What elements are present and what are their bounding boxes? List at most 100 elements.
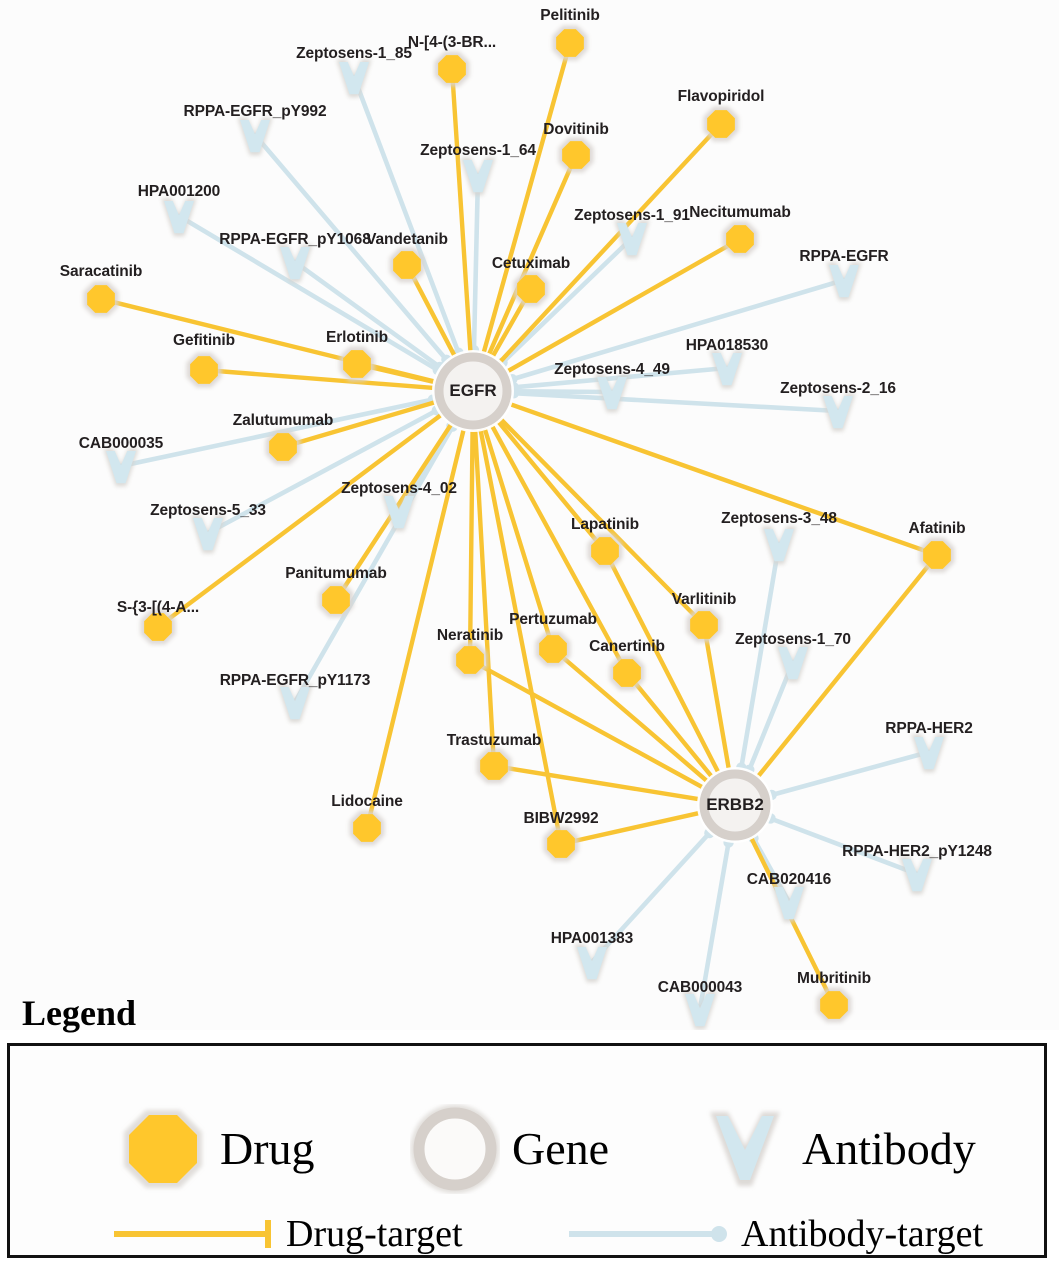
drug-node[interactable]: [339, 346, 375, 382]
drug-node[interactable]: [83, 281, 119, 317]
drug-node[interactable]: [389, 247, 425, 283]
legend-item-antibody-target: Antibody-target: [565, 1214, 983, 1254]
antibody-target-edge: [769, 749, 932, 798]
antibody-node[interactable]: [709, 350, 745, 389]
drug-target-edge: [558, 811, 701, 847]
drug-target-edge: [499, 417, 707, 628]
gene-label-erbb2: ERBB2: [706, 795, 764, 814]
antibody-target-edge: [589, 830, 712, 965]
drug-node[interactable]: [513, 271, 549, 307]
drug-node[interactable]: [703, 106, 739, 142]
drug-node[interactable]: [816, 987, 852, 1023]
antibody-node[interactable]: [277, 684, 313, 723]
drug-target-edge: [473, 429, 497, 769]
drug-target-edge: [481, 40, 573, 354]
legend-item-drug: Drug: [118, 1104, 315, 1194]
antibody-node[interactable]: [190, 515, 226, 554]
legend-title: Legend: [22, 993, 137, 1033]
gene-node[interactable]: [432, 350, 514, 432]
gene-icon: [410, 1104, 500, 1194]
drug-target-edge: [496, 420, 608, 554]
antibody-node[interactable]: [103, 448, 139, 487]
drug-node[interactable]: [476, 748, 512, 784]
legend-edges-row: Drug-target Antibody-target: [10, 1214, 1044, 1264]
drug-node[interactable]: [452, 642, 488, 678]
drug-target-edge: [467, 429, 475, 663]
drug-target-edge: [280, 400, 436, 450]
antibody-node[interactable]: [682, 991, 718, 1030]
legend-label-drug-target: Drug-target: [286, 1213, 463, 1255]
network-svg: [83, 25, 955, 1030]
drug-node[interactable]: [434, 51, 470, 87]
antibody-node[interactable]: [161, 198, 197, 237]
drug-node[interactable]: [349, 810, 385, 846]
antibody-node[interactable]: [614, 220, 650, 259]
antibody-target-edge: [205, 408, 440, 536]
drug-target-edge: [756, 552, 940, 778]
legend-shapes-row: Drug Gene Antibody: [10, 1104, 1044, 1194]
antibody-node[interactable]: [899, 856, 935, 895]
drug-target-edge: [550, 646, 709, 783]
drug-target-edge: [624, 670, 714, 778]
antibody-node[interactable]: [237, 117, 273, 156]
antibody-node[interactable]: [911, 734, 947, 773]
antibody-node[interactable]: [277, 244, 313, 283]
gene-label-egfr: EGFR: [449, 381, 497, 400]
antibody-node[interactable]: [336, 59, 372, 98]
drug-target-edge: [506, 236, 743, 373]
antibody-node[interactable]: [771, 884, 807, 923]
drug-node[interactable]: [686, 607, 722, 643]
drug-node[interactable]: [587, 533, 623, 569]
antibody-target-edge: [739, 541, 782, 770]
gene-node[interactable]: [697, 767, 773, 843]
antibody-target-edge: [511, 390, 841, 414]
drug-node[interactable]: [543, 826, 579, 862]
antibody-target-edge: [697, 840, 731, 1012]
drug-node[interactable]: [265, 429, 301, 465]
antibody-node[interactable]: [594, 374, 630, 413]
antibody-node[interactable]: [460, 157, 496, 196]
drug-node[interactable]: [140, 609, 176, 645]
drug-node[interactable]: [558, 137, 594, 173]
antibody-node[interactable]: [381, 493, 417, 532]
drug-node[interactable]: [186, 352, 222, 388]
legend-item-antibody: Antibody: [700, 1104, 976, 1194]
drug-node[interactable]: [609, 655, 645, 691]
antibody-target-edge-icon: [569, 1226, 727, 1242]
drug-target-edge: [487, 152, 579, 356]
antibody-node[interactable]: [761, 526, 797, 565]
legend-label-drug: Drug: [220, 1123, 315, 1174]
antibody-target-edge: [509, 277, 847, 382]
drug-icon: [124, 1110, 202, 1188]
antibody-node[interactable]: [820, 393, 856, 432]
drug-target-edge: [701, 622, 731, 770]
antibody-target-edge: [511, 388, 615, 395]
legend-item-drug-target: Drug-target: [110, 1214, 463, 1254]
antibody-target-edge: [768, 816, 920, 877]
drug-target-edge: [498, 121, 724, 364]
drug-node[interactable]: [552, 25, 588, 61]
antibody-node[interactable]: [775, 644, 811, 683]
edges-layer: [98, 40, 940, 1012]
antibody-target-edge: [500, 235, 635, 365]
antibody-node[interactable]: [574, 944, 610, 983]
antibody-icon: [710, 1112, 780, 1186]
drug-target-edge: [155, 413, 443, 630]
antibody-target-edge: [252, 132, 449, 363]
legend-item-gene: Gene: [410, 1104, 609, 1194]
drug-target-edge: [482, 427, 556, 652]
drug-node[interactable]: [919, 537, 955, 573]
antibody-target-edge: [351, 74, 461, 355]
legend-label-gene: Gene: [512, 1123, 610, 1174]
legend-box: Drug Gene Antibody: [7, 1043, 1047, 1258]
antibody-node[interactable]: [826, 262, 862, 301]
nodes-layer: [83, 25, 955, 1030]
network-graph-canvas: Zeptosens-1_85 RPPA-EGFR_pY992 HPA001200 RP…: [59, 7, 992, 1030]
drug-node[interactable]: [318, 582, 354, 618]
drug-target-edge: [509, 402, 940, 558]
drug-node[interactable]: [722, 221, 758, 257]
drug-node[interactable]: [535, 631, 571, 667]
drug-target-edge-icon: [114, 1220, 271, 1248]
drug-target-edge: [491, 763, 700, 802]
drug-target-edge: [478, 429, 564, 847]
